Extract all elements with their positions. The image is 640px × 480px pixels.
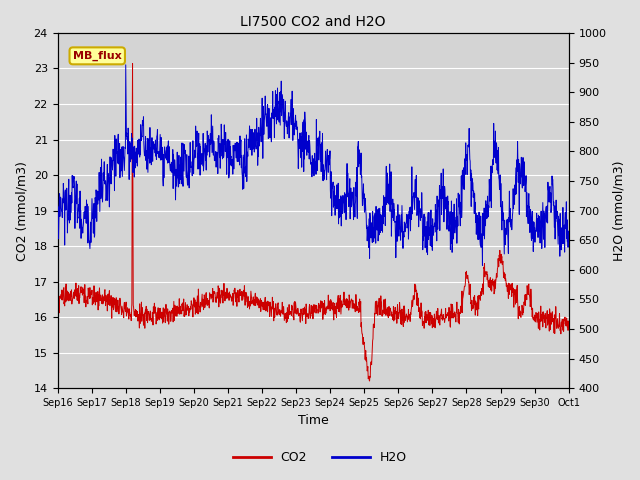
Legend: CO2, H2O: CO2, H2O [228,446,412,469]
Text: MB_flux: MB_flux [73,51,122,61]
Y-axis label: CO2 (mmol/m3): CO2 (mmol/m3) [15,161,28,261]
X-axis label: Time: Time [298,414,328,427]
Y-axis label: H2O (mmol/m3): H2O (mmol/m3) [612,160,625,261]
Title: LI7500 CO2 and H2O: LI7500 CO2 and H2O [241,15,386,29]
